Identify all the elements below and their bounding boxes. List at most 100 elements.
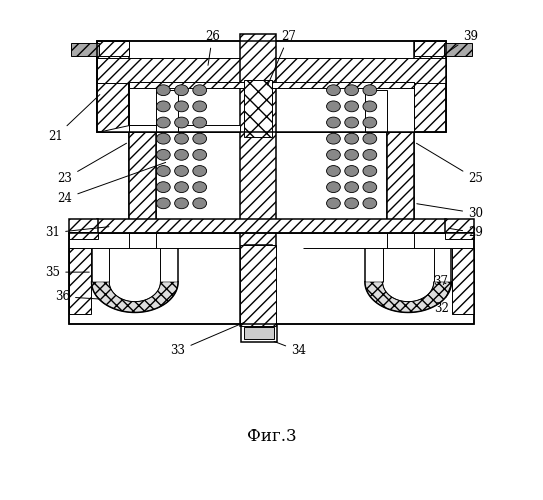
Ellipse shape (156, 117, 170, 128)
Text: 25: 25 (416, 144, 483, 185)
Bar (241, 325, 277, 342)
Bar (245, 245, 273, 326)
Ellipse shape (175, 134, 188, 144)
Text: 30: 30 (417, 204, 483, 220)
Text: 23: 23 (58, 143, 127, 185)
Ellipse shape (326, 182, 340, 192)
Ellipse shape (345, 101, 358, 112)
Bar (69, 248, 91, 314)
Bar (69, 219, 98, 233)
Ellipse shape (326, 150, 340, 160)
Ellipse shape (363, 150, 377, 160)
Bar (97, 41, 446, 132)
Bar (97, 41, 129, 132)
Bar (71, 44, 99, 56)
Bar (129, 83, 156, 223)
Bar (69, 232, 98, 239)
Ellipse shape (175, 150, 188, 160)
Bar (445, 219, 474, 233)
Ellipse shape (345, 134, 358, 144)
Ellipse shape (193, 182, 206, 192)
Text: 29: 29 (449, 226, 483, 239)
Text: 27: 27 (268, 30, 296, 85)
Ellipse shape (193, 134, 206, 144)
Bar (69, 233, 474, 324)
Ellipse shape (326, 117, 340, 128)
Bar (365, 90, 387, 132)
Bar (156, 90, 178, 132)
Ellipse shape (156, 166, 170, 176)
Ellipse shape (175, 198, 188, 208)
Bar (129, 83, 414, 132)
Bar (239, 245, 276, 326)
Ellipse shape (345, 182, 358, 192)
Text: 35: 35 (45, 266, 89, 278)
Ellipse shape (345, 117, 358, 128)
Bar (444, 44, 472, 56)
Ellipse shape (326, 198, 340, 208)
Ellipse shape (156, 198, 170, 208)
Ellipse shape (363, 134, 377, 144)
Ellipse shape (193, 101, 206, 112)
Text: Фиг.3: Фиг.3 (247, 428, 296, 446)
Ellipse shape (175, 85, 188, 96)
Bar (129, 83, 156, 223)
Text: 24: 24 (58, 162, 166, 205)
Ellipse shape (326, 166, 340, 176)
Ellipse shape (193, 166, 206, 176)
Polygon shape (365, 282, 451, 312)
Text: 21: 21 (48, 94, 100, 144)
Ellipse shape (363, 117, 377, 128)
Ellipse shape (193, 150, 206, 160)
Bar (387, 83, 414, 223)
Text: 39: 39 (449, 30, 478, 52)
Bar (97, 41, 129, 56)
Text: 36: 36 (55, 290, 99, 303)
Ellipse shape (156, 134, 170, 144)
Text: 32: 32 (434, 282, 452, 316)
Ellipse shape (156, 85, 170, 96)
Text: 37: 37 (434, 276, 449, 288)
Ellipse shape (156, 150, 170, 160)
Bar (97, 58, 446, 83)
Bar (244, 327, 274, 340)
Ellipse shape (363, 182, 377, 192)
Ellipse shape (363, 101, 377, 112)
Ellipse shape (193, 85, 206, 96)
Ellipse shape (326, 134, 340, 144)
Bar (69, 233, 474, 324)
Ellipse shape (175, 101, 188, 112)
Text: 33: 33 (171, 322, 244, 358)
Bar (452, 248, 474, 314)
Ellipse shape (175, 182, 188, 192)
Bar (414, 41, 446, 132)
Ellipse shape (193, 117, 206, 128)
Polygon shape (97, 124, 239, 132)
Ellipse shape (175, 117, 188, 128)
Ellipse shape (326, 85, 340, 96)
Bar (445, 232, 474, 239)
Ellipse shape (326, 101, 340, 112)
Bar (129, 82, 414, 88)
Ellipse shape (156, 101, 170, 112)
Bar (244, 80, 272, 137)
Ellipse shape (345, 166, 358, 176)
Text: 34: 34 (274, 342, 306, 357)
Ellipse shape (363, 85, 377, 96)
Bar (97, 219, 446, 233)
Ellipse shape (156, 182, 170, 192)
Bar (387, 83, 414, 223)
Polygon shape (92, 282, 178, 312)
Ellipse shape (363, 198, 377, 208)
Ellipse shape (345, 198, 358, 208)
Text: 31: 31 (45, 226, 109, 239)
Ellipse shape (345, 85, 358, 96)
Bar (239, 34, 276, 326)
Ellipse shape (175, 166, 188, 176)
Bar (414, 41, 446, 56)
Bar (97, 41, 446, 132)
Ellipse shape (345, 150, 358, 160)
Ellipse shape (193, 198, 206, 208)
Text: 26: 26 (205, 30, 220, 66)
Ellipse shape (363, 166, 377, 176)
